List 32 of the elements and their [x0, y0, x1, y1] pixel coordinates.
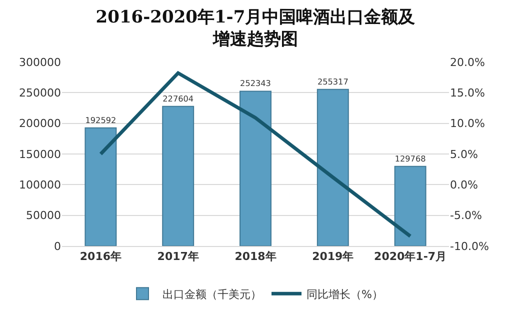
x-tick-label: 2019年: [312, 250, 354, 264]
x-tick-label: 2016年: [80, 250, 122, 264]
legend-label: 同比增长（%）: [306, 288, 383, 301]
bar: [394, 166, 426, 246]
y2-tick-label: -10.0%: [450, 240, 489, 253]
bar: [240, 90, 272, 246]
y2-tick-label: 0.0%: [450, 178, 478, 192]
y2-tick-label: -5.0%: [450, 209, 482, 222]
y2-tick-label: 10.0%: [450, 117, 485, 130]
bar: [84, 127, 117, 246]
data-label: 255317: [317, 76, 348, 86]
y2-tick-label: 15.0%: [450, 86, 485, 100]
bar: [316, 88, 349, 246]
x-tick-label: 2017年: [157, 250, 199, 264]
data-label: 252343: [240, 78, 271, 88]
chart-title: 2016-2020年1-7月中国啤酒出口金额及增速趋势图: [96, 7, 416, 50]
y2-tick-label: 5.0%: [450, 148, 478, 161]
y-tick-label: 0: [54, 240, 61, 253]
data-label: 192592: [85, 114, 116, 125]
y-tick-label: 250000: [19, 86, 61, 100]
y-tick-label: 150000: [19, 148, 61, 161]
x-tick-label: 2020年1-7月: [374, 250, 447, 264]
data-label: 129768: [394, 153, 426, 164]
y-tick-label: 200000: [19, 117, 61, 130]
x-tick-label: 2018年: [234, 250, 276, 264]
y-tick-label: 300000: [19, 56, 61, 69]
y-tick-label: 100000: [19, 178, 61, 192]
y-tick-label: 50000: [26, 209, 61, 222]
bar: [162, 106, 194, 246]
y2-tick-label: 20.0%: [450, 56, 485, 69]
legend-label: 出口金额（千美元）: [162, 288, 262, 301]
data-label: 227604: [162, 93, 194, 104]
